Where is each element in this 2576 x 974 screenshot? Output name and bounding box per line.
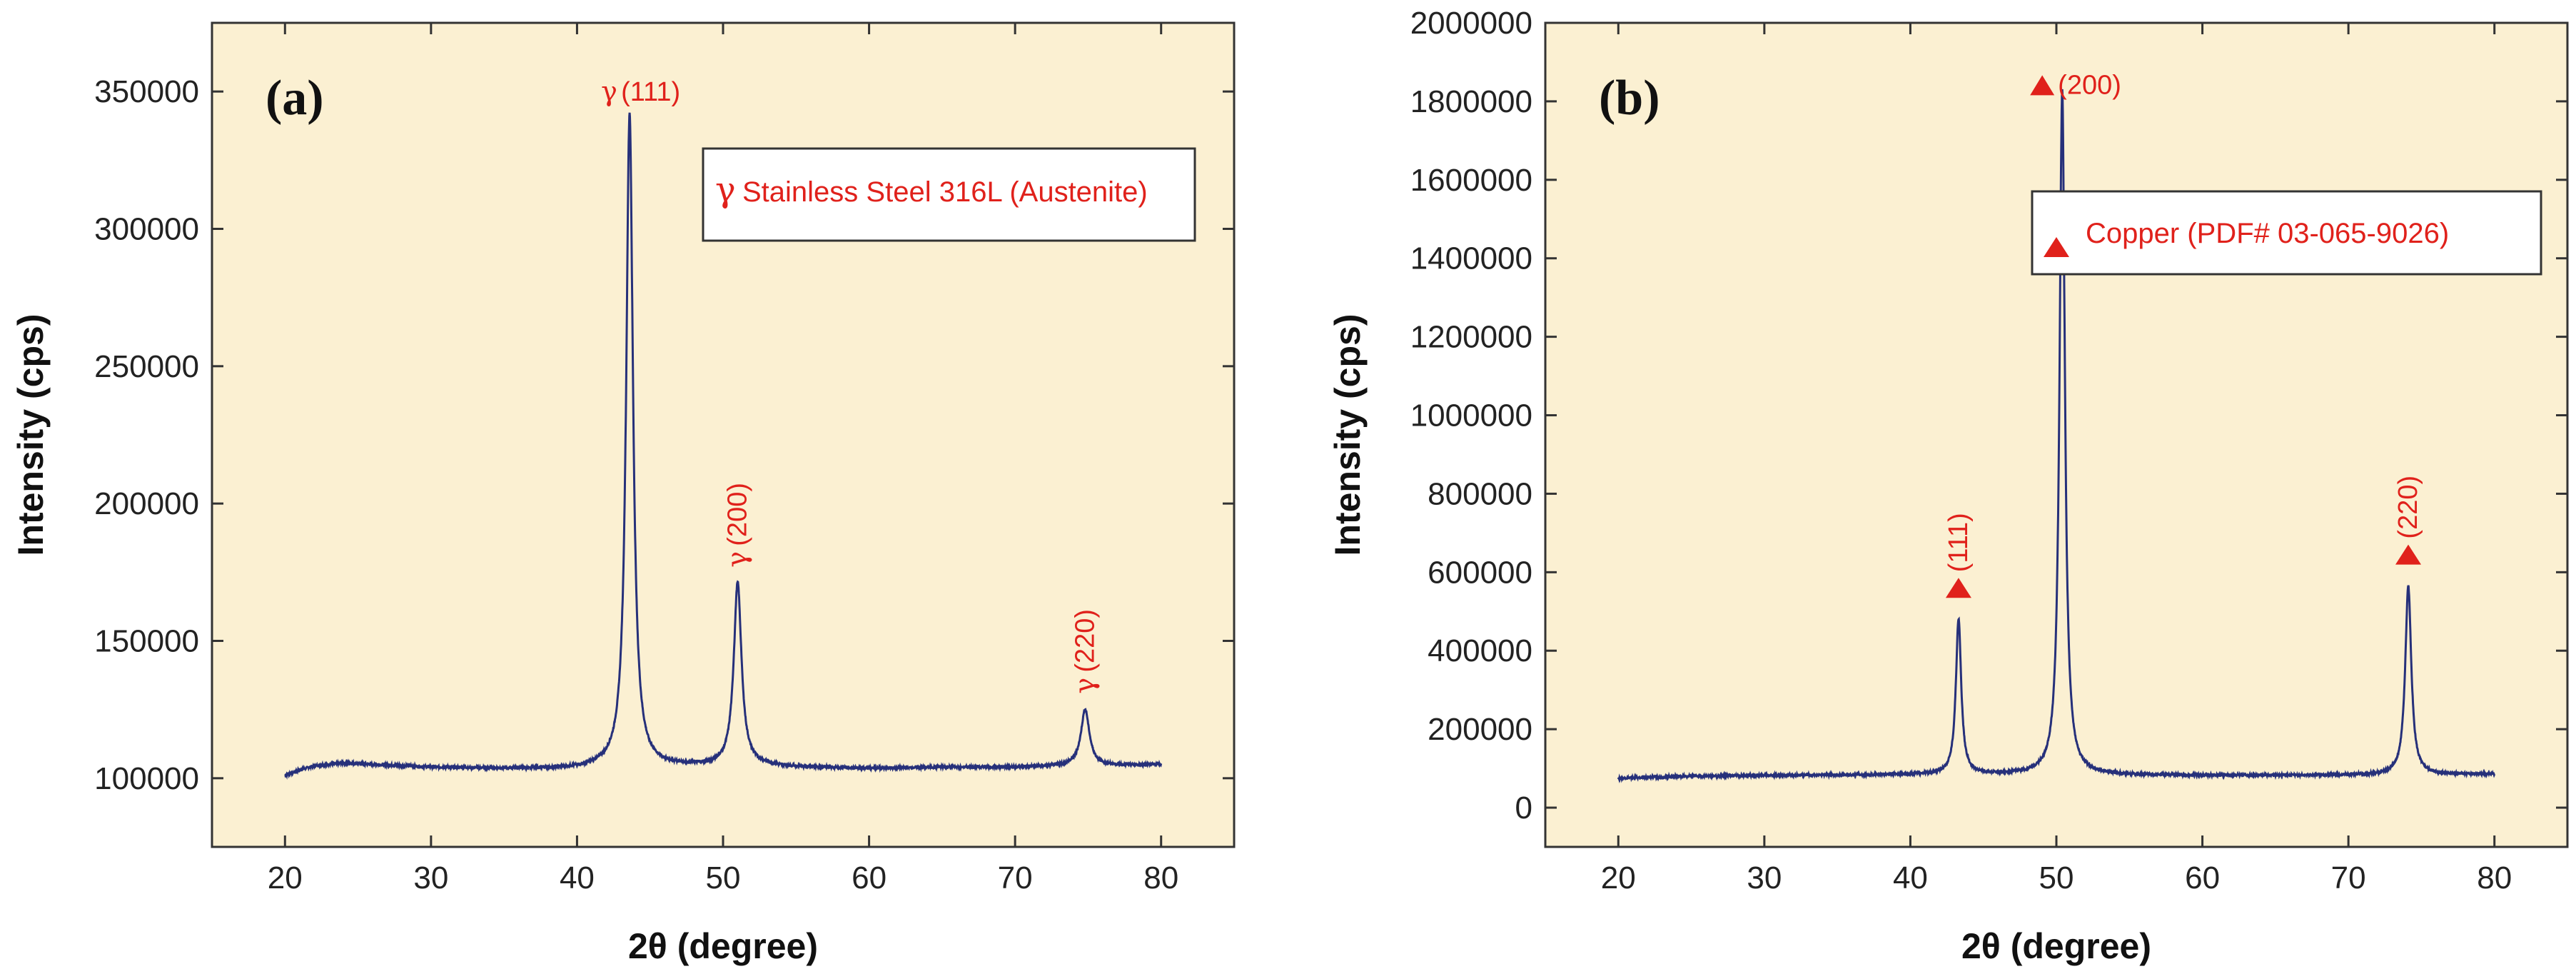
y-tick-label: 250000 xyxy=(94,349,199,384)
y-axis-title-b: Intensity (cps) xyxy=(1328,314,1368,556)
x-axis-ticks-a: 20 30 40 50 60 70 80 xyxy=(268,23,1178,895)
peak-labels-b: (111) (200) (220) xyxy=(1944,70,2423,598)
y-tick-label: 1800000 xyxy=(1410,84,1532,119)
x-tick-label: 50 xyxy=(2039,860,2074,895)
y-tick-label: 200000 xyxy=(94,486,199,521)
y-tick-label: 1400000 xyxy=(1410,241,1532,276)
y-tick-label: 150000 xyxy=(94,624,199,659)
peak-marker-triangle xyxy=(2030,75,2055,96)
peak-marker-triangle xyxy=(2395,544,2422,565)
chart-panel-a: 100000 150000 200000 250000 300000 350000 20 3… xyxy=(11,21,1236,966)
plot-area-b xyxy=(1544,21,2569,848)
peak-label-group: (111) xyxy=(1944,513,1974,572)
y-tick-label: 400000 xyxy=(1428,633,1532,668)
y-tick-label: 1200000 xyxy=(1410,320,1532,355)
x-axis-ticks-b: 20 30 40 50 60 70 80 xyxy=(1601,23,2512,895)
panel-label-b: (b) xyxy=(1599,71,1660,126)
x-tick-label: 70 xyxy=(2331,860,2366,895)
y-tick-label: 1000000 xyxy=(1410,398,1532,433)
legend-label-a: Stainless Steel 316L (Austenite) xyxy=(742,176,1148,208)
xrd-pattern-line-b xyxy=(1617,89,2496,784)
x-tick-label: 20 xyxy=(1601,860,1636,895)
legend-box-a xyxy=(702,147,1196,242)
y-tick-label: 2000000 xyxy=(1410,6,1532,41)
x-axis-title-b: 2θ (degree) xyxy=(1961,926,2151,966)
y-tick-label: 200000 xyxy=(1428,712,1532,747)
panel-label-a: (a) xyxy=(266,71,324,126)
peak-label: (200) xyxy=(722,483,752,546)
y-axis-title-a: Intensity (cps) xyxy=(11,314,51,556)
xrd-pattern-line-a xyxy=(284,112,1163,780)
y-tick-label: 100000 xyxy=(94,761,199,796)
x-tick-label: 60 xyxy=(2185,860,2220,895)
peak-label-group: γ (220) xyxy=(1069,609,1100,694)
x-axis-title-a: 2θ (degree) xyxy=(628,926,818,966)
x-tick-label: 40 xyxy=(560,860,595,895)
x-tick-label: 20 xyxy=(268,860,303,895)
y-tick-label: 0 xyxy=(1515,790,1532,825)
legend-box-b xyxy=(2031,190,2542,276)
x-tick-label: 70 xyxy=(998,860,1033,895)
peak-labels-a: γ (111)γ(200)γ(220) xyxy=(601,76,1100,694)
peak-label: (111) xyxy=(621,77,680,107)
peak-label-group: (220) xyxy=(2393,476,2423,539)
peak-marker-triangle xyxy=(1945,578,1971,598)
x-tick-label: 40 xyxy=(1893,860,1928,895)
x-tick-label: 30 xyxy=(1747,860,1782,895)
y-axis-ticks-a: 100000 150000 200000 250000 300000 350000 xyxy=(94,74,1234,796)
chart-panel-b: 0 200000 400000 600000 800000 1000000 1200000 1… xyxy=(1328,6,2569,966)
plot-area-a xyxy=(211,21,1236,848)
peak-gamma-symbol: γ xyxy=(1069,678,1100,694)
peak-gamma-symbol: γ xyxy=(721,551,752,568)
peak-label: (200) xyxy=(2058,70,2121,100)
x-tick-label: 50 xyxy=(706,860,741,895)
x-tick-label: 80 xyxy=(1143,860,1178,895)
x-tick-label: 30 xyxy=(413,860,448,895)
y-tick-label: 300000 xyxy=(94,212,199,247)
y-tick-label: 800000 xyxy=(1428,476,1532,511)
y-tick-label: 350000 xyxy=(94,74,199,109)
x-tick-label: 60 xyxy=(852,860,887,895)
peak-label-group: γ (200) xyxy=(721,483,752,568)
legend-b: Copper (PDF# 03-065-9026) xyxy=(2031,190,2542,276)
legend-label-b: Copper (PDF# 03-065-9026) xyxy=(2086,218,2449,249)
peak-label: (220) xyxy=(1070,609,1100,673)
x-tick-label: 80 xyxy=(2477,860,2512,895)
y-tick-label: 600000 xyxy=(1428,555,1532,590)
y-axis-ticks-b: 0 200000 400000 600000 800000 1000000 1200000 1… xyxy=(1410,6,2567,825)
peak-label: (220) xyxy=(2393,476,2423,539)
peak-label: (111) xyxy=(1944,513,1974,572)
peak-gamma-symbol: γ xyxy=(601,76,617,107)
legend-triangle-marker-b xyxy=(2044,237,2069,257)
legend-gamma-symbol-a: γ xyxy=(715,170,736,210)
y-tick-label: 1600000 xyxy=(1410,163,1532,198)
legend-a: γ Stainless Steel 316L (Austenite) xyxy=(702,147,1196,242)
